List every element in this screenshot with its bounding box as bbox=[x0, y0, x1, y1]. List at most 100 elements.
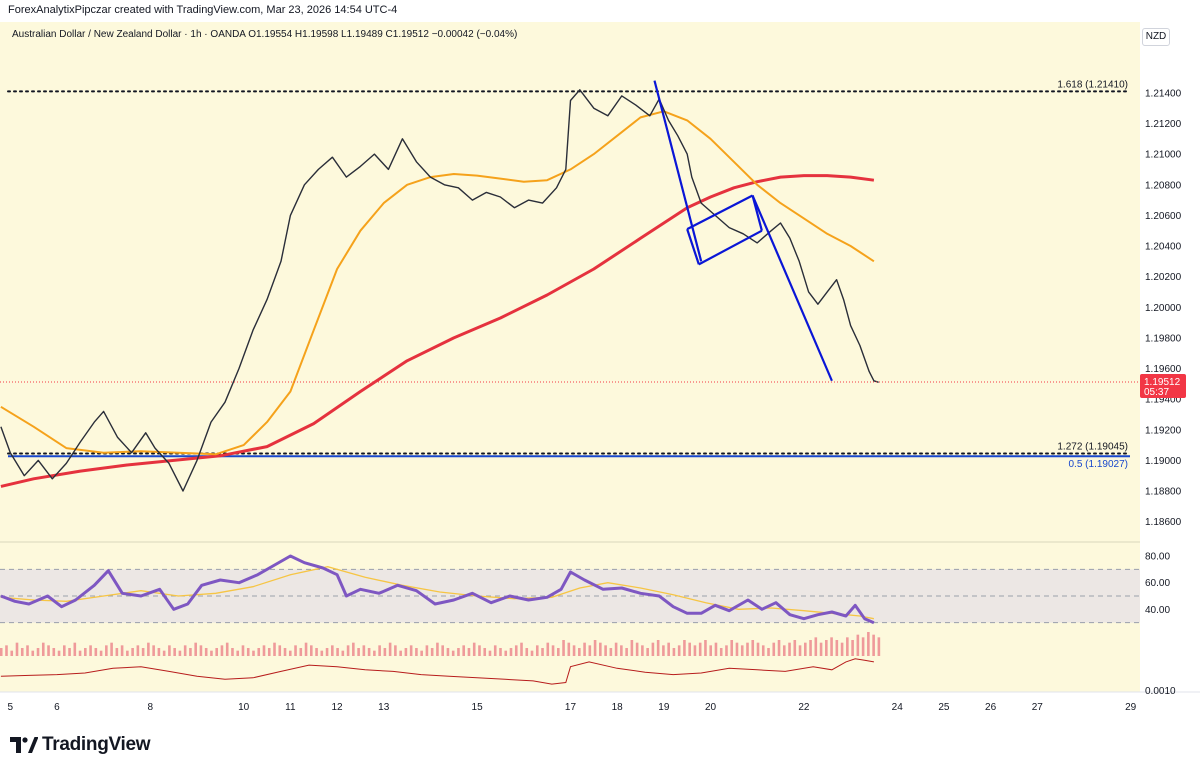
volume-bar bbox=[425, 645, 429, 656]
volume-bar bbox=[709, 645, 713, 656]
time-tick-label: 22 bbox=[798, 702, 810, 713]
time-tick-label: 29 bbox=[1125, 702, 1137, 713]
volume-bar bbox=[725, 645, 728, 656]
volume-bar bbox=[793, 640, 797, 656]
volume-bar bbox=[189, 648, 192, 656]
time-tick-label: 17 bbox=[565, 702, 577, 713]
volume-bar bbox=[0, 648, 3, 656]
trendline-flag-top bbox=[686, 194, 754, 231]
brand-logo[interactable]: TradingView bbox=[10, 734, 151, 756]
volume-bar bbox=[288, 650, 292, 656]
time-tick-label: 24 bbox=[892, 702, 904, 713]
volume-bar bbox=[273, 642, 276, 656]
volume-bar bbox=[683, 640, 686, 656]
volume-bar bbox=[719, 648, 723, 656]
last-price-value: 1.19512 bbox=[1144, 377, 1181, 388]
volume-bar bbox=[488, 650, 492, 656]
volume-bar bbox=[115, 648, 119, 656]
chart-credit: ForexAnalytixPipczar created with Tradin… bbox=[8, 4, 398, 16]
volume-bar bbox=[651, 642, 655, 656]
volume-bar bbox=[620, 645, 623, 656]
volume-bar bbox=[614, 642, 618, 656]
volume-bar bbox=[788, 642, 791, 656]
time-tick-label: 5 bbox=[7, 702, 13, 713]
volume-bar bbox=[257, 648, 261, 656]
volume-bar bbox=[336, 648, 339, 656]
volume-bar bbox=[588, 645, 592, 656]
volume-bar bbox=[215, 648, 219, 656]
price-tick-label: 1.20600 bbox=[1145, 211, 1182, 222]
volume-bar bbox=[378, 645, 381, 656]
volume-bar bbox=[394, 645, 397, 656]
volume-bar bbox=[52, 648, 56, 656]
volume-bar bbox=[740, 645, 744, 656]
volume-bar bbox=[168, 645, 171, 656]
ema-slow-line bbox=[0, 174, 875, 488]
volume-bar bbox=[404, 648, 408, 656]
time-tick-label: 27 bbox=[1032, 702, 1044, 713]
volume-bar bbox=[231, 648, 234, 656]
footer bbox=[0, 718, 1200, 768]
volume-bar bbox=[157, 648, 161, 656]
price-tick-label: 1.19000 bbox=[1145, 456, 1182, 467]
volume-bar bbox=[756, 642, 760, 656]
volume-bar bbox=[31, 650, 35, 656]
volume-bar bbox=[110, 642, 113, 656]
volume-bar bbox=[36, 648, 40, 656]
rsi-tick-label: 80.00 bbox=[1145, 552, 1170, 563]
currency-selector[interactable]: NZD bbox=[1142, 28, 1170, 46]
volume-bar bbox=[147, 642, 150, 656]
volume-bar bbox=[446, 648, 450, 656]
volume-bar bbox=[99, 650, 103, 656]
volume-bar bbox=[599, 642, 602, 656]
volume-bar bbox=[567, 642, 571, 656]
volume-bar bbox=[331, 645, 334, 656]
volume-bar bbox=[236, 650, 240, 656]
volume-bar bbox=[246, 648, 250, 656]
time-tick-label: 18 bbox=[612, 702, 624, 713]
volume-bar bbox=[698, 642, 702, 656]
volume-bar bbox=[546, 642, 550, 656]
volume-bar bbox=[867, 632, 870, 656]
volume-bar bbox=[672, 648, 676, 656]
volume-bar bbox=[120, 645, 124, 656]
volume-bar bbox=[819, 642, 823, 656]
volume-bar bbox=[814, 637, 818, 656]
volume-bar bbox=[62, 645, 66, 656]
volume-bar bbox=[593, 640, 597, 656]
volume-bar bbox=[667, 642, 670, 656]
price-axis-panel bbox=[1140, 22, 1200, 692]
volume-bar bbox=[830, 637, 833, 656]
price-tick-label: 1.20800 bbox=[1145, 180, 1182, 191]
volume-bar bbox=[131, 648, 134, 656]
rsi-tick-label: 40.00 bbox=[1145, 605, 1170, 616]
volume-bar bbox=[78, 650, 82, 656]
volume-bar bbox=[436, 642, 439, 656]
volume-bar bbox=[798, 645, 802, 656]
volume-bar bbox=[804, 642, 807, 656]
price-chart-svg[interactable]: 1.21400 1.21200 1.21000 1.20800 1.20600 1.204… bbox=[0, 0, 1200, 718]
volume-bar bbox=[525, 648, 529, 656]
time-tick-label: 13 bbox=[378, 702, 390, 713]
price-tick-label: 1.18800 bbox=[1145, 487, 1182, 498]
volume-bar bbox=[551, 645, 555, 656]
volume-bar bbox=[714, 642, 718, 656]
volume-bar bbox=[635, 642, 639, 656]
volume-bar bbox=[578, 648, 581, 656]
volume-bar bbox=[846, 637, 849, 656]
volume-bar bbox=[761, 645, 765, 656]
price-close-line bbox=[0, 89, 879, 492]
volume-bar bbox=[278, 645, 282, 656]
volume-bar bbox=[309, 645, 313, 656]
volume-bar bbox=[105, 645, 108, 656]
ema-fast-line bbox=[0, 110, 875, 456]
last-price-tag bbox=[1140, 373, 1186, 398]
volume-bar bbox=[688, 642, 691, 656]
volume-bar bbox=[472, 642, 476, 656]
volume-bar bbox=[399, 650, 402, 656]
volume-bar bbox=[304, 642, 308, 656]
volume-bar bbox=[373, 650, 376, 656]
volume-bar bbox=[499, 648, 502, 656]
time-tick-label: 19 bbox=[658, 702, 670, 713]
volume-bar bbox=[352, 642, 355, 656]
